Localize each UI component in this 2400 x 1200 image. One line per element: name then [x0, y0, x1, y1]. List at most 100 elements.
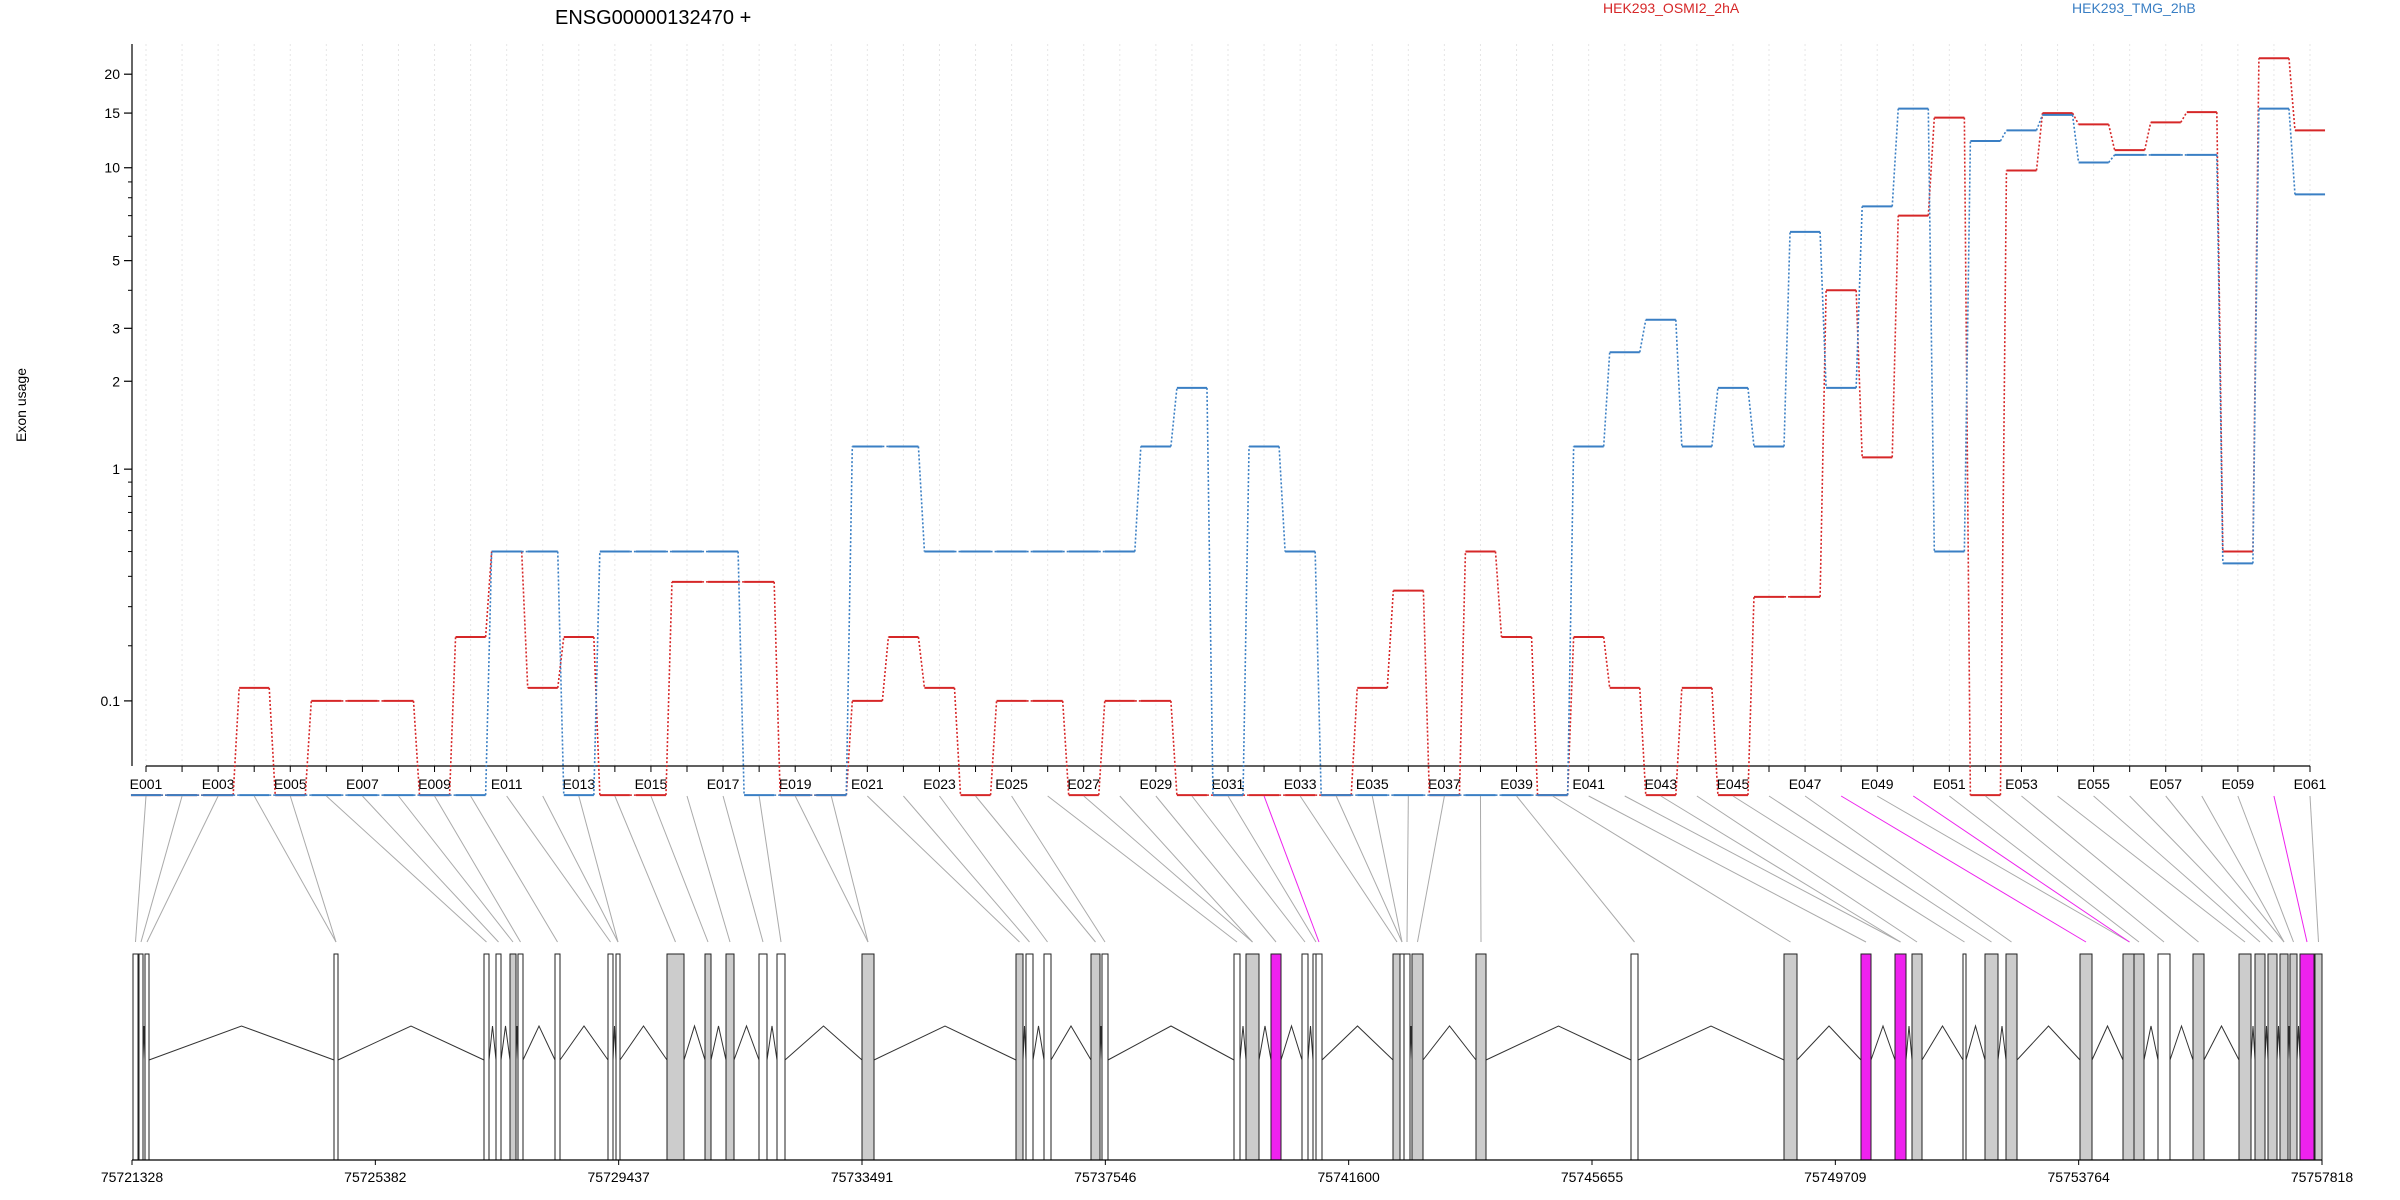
exon-box — [517, 953, 524, 1161]
osmi-riser — [2216, 112, 2224, 552]
osmi-riser — [1819, 290, 1827, 597]
connector-e033 — [1299, 795, 1398, 943]
osmi-riser — [1927, 117, 1936, 216]
highlighted-exon — [1860, 953, 1872, 1161]
osmi-riser — [2143, 122, 2152, 151]
connector-e016 — [686, 795, 731, 943]
chart-title: ENSG00000132470 + — [555, 7, 751, 29]
x-tick-label-e039: E039 — [1500, 776, 1533, 792]
exon-box — [1783, 953, 1798, 1161]
osmi-riser — [2071, 112, 2080, 125]
legend-entry-osmi: HEK293_OSMI2_2hA — [1603, 0, 1740, 16]
connector-e040 — [1552, 795, 1791, 943]
x-tick-label-e035: E035 — [1356, 776, 1389, 792]
coord-label-75725382: 75725382 — [344, 1169, 407, 1185]
osmi-riser — [665, 581, 673, 796]
connector-e003 — [146, 795, 219, 943]
exon-box — [607, 953, 614, 1161]
connector-e019 — [794, 795, 869, 943]
intron-line — [1050, 1025, 1092, 1061]
exon-box — [1630, 953, 1639, 1161]
osmi-riser — [2288, 58, 2296, 131]
highlighted-exon — [1894, 953, 1907, 1161]
tmg-riser — [1675, 319, 1683, 447]
osmi-riser — [1999, 170, 2008, 796]
tmg-riser — [2216, 154, 2224, 564]
exon-box — [1301, 953, 1309, 1161]
tmg-riser — [1999, 129, 2008, 142]
exon-box — [666, 953, 685, 1161]
legend-entry-tmg: HEK293_TMG_2hB — [2072, 0, 2196, 16]
exon-box — [1475, 953, 1487, 1161]
tmg-riser — [1206, 387, 1214, 796]
tmg-riser — [2071, 114, 2080, 163]
exon-box — [1911, 953, 1923, 1161]
intron-line — [488, 1025, 497, 1061]
osmi-riser — [917, 636, 926, 689]
connector-e034 — [1335, 795, 1403, 943]
osmi-riser — [2180, 111, 2188, 123]
exon-box — [2267, 953, 2278, 1161]
coord-label-75749709: 75749709 — [1804, 1169, 1867, 1185]
exon-box — [1245, 953, 1260, 1161]
connector-e049 — [1876, 795, 2130, 943]
intron-line — [683, 1024, 706, 1061]
connector-e048 — [1840, 795, 2087, 943]
connector-e018 — [758, 795, 782, 943]
exon-box — [704, 953, 712, 1161]
exon-box — [144, 953, 150, 1161]
tmg-riser — [1242, 446, 1250, 796]
connector-e053 — [2021, 795, 2199, 943]
intron-line — [619, 1025, 668, 1061]
osmi-riser — [1566, 636, 1575, 796]
intron-line — [1796, 1025, 1862, 1061]
intron-line — [1965, 1024, 1986, 1061]
highlighted-exon — [1270, 953, 1282, 1161]
tmg-riser — [1602, 352, 1611, 447]
exon-box — [1315, 953, 1323, 1161]
connector-e007 — [362, 795, 499, 943]
tmg-riser — [1855, 206, 1863, 388]
exon-box — [554, 953, 561, 1161]
coord-label-75737546: 75737546 — [1074, 1169, 1137, 1185]
exon-box — [1043, 953, 1052, 1161]
intron-line — [733, 1024, 760, 1061]
exon-box — [1962, 953, 1967, 1161]
osmi-riser — [1891, 215, 1900, 458]
intron-line — [148, 1025, 335, 1061]
exon-box — [509, 953, 517, 1161]
exon-box — [615, 953, 621, 1161]
coord-label-75729437: 75729437 — [588, 1169, 651, 1185]
osmi-riser — [1638, 687, 1647, 796]
intron-line — [1997, 1025, 2007, 1061]
intron-line — [337, 1025, 485, 1061]
intron-line — [1280, 1024, 1303, 1061]
intron-line — [1637, 1025, 1785, 1061]
intron-line — [710, 1025, 727, 1061]
tmg-riser — [1278, 446, 1286, 552]
exon-box — [2289, 953, 2298, 1161]
intron-line — [784, 1025, 863, 1061]
x-tick-label-e007: E007 — [346, 776, 379, 792]
x-tick-label-e037: E037 — [1428, 776, 1461, 792]
connector-e014 — [614, 795, 676, 943]
intron-line — [2250, 1025, 2256, 1061]
osmi-riser — [1458, 551, 1467, 796]
x-tick-label-e013: E013 — [562, 776, 595, 792]
x-tick-label-e047: E047 — [1789, 776, 1822, 792]
exon-connectors — [135, 795, 2319, 943]
x-tick-label-e059: E059 — [2222, 776, 2255, 792]
tmg-riser — [1783, 231, 1791, 447]
connector-e024 — [975, 795, 1096, 943]
osmi-riser — [2107, 124, 2116, 151]
intron-line — [1307, 1025, 1314, 1061]
osmi-riser — [773, 581, 781, 796]
exon-box — [758, 953, 768, 1161]
connector-e015 — [650, 795, 709, 943]
intron-line — [2016, 1025, 2081, 1061]
intron-line — [1485, 1025, 1632, 1061]
exon-box — [1984, 953, 1999, 1161]
connector-e037 — [1417, 795, 1445, 943]
x-tick-label-e031: E031 — [1212, 776, 1245, 792]
osmi-riser — [593, 636, 601, 796]
